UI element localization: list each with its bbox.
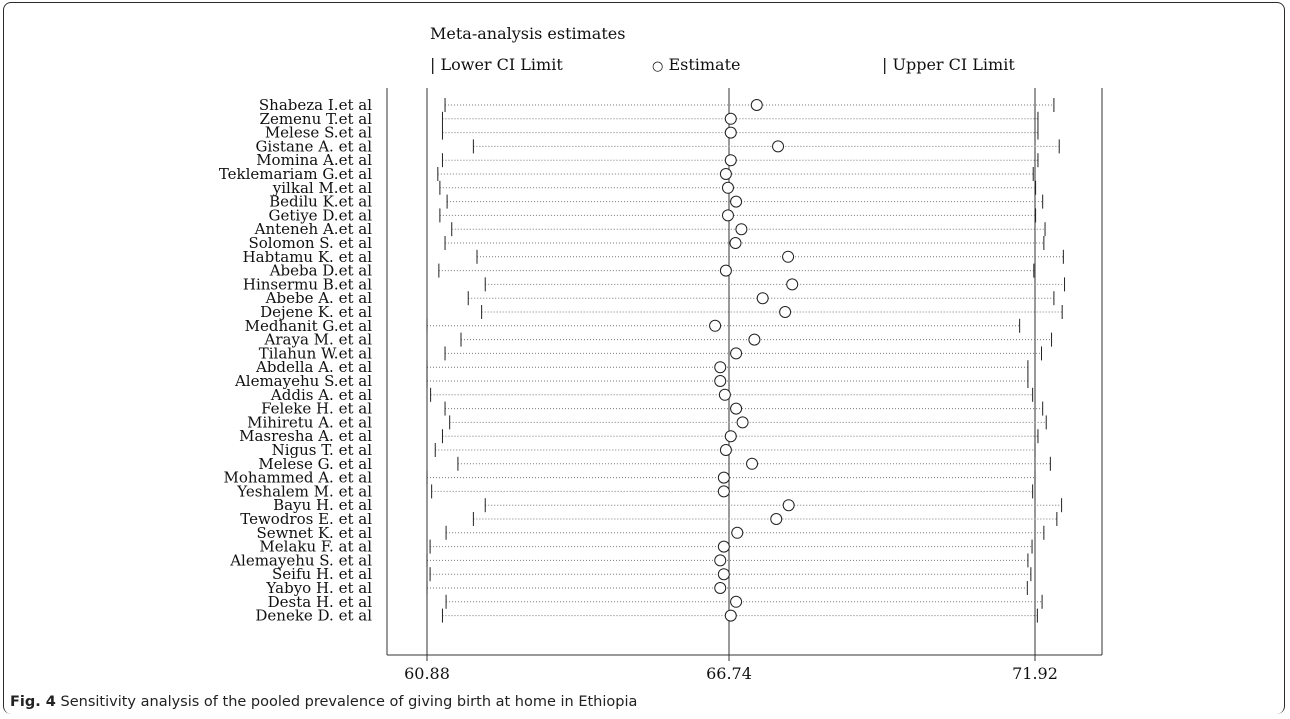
estimate-point bbox=[724, 112, 737, 125]
study-label: Abebe A. et al bbox=[265, 289, 373, 307]
estimate-point bbox=[718, 388, 731, 401]
study-label: Sewnet K. et al bbox=[257, 524, 373, 542]
study-label: Melese S.et al bbox=[265, 124, 372, 142]
estimate-point bbox=[714, 554, 727, 567]
estimate-point bbox=[731, 526, 744, 539]
x-tick-label-0: 60.88 bbox=[404, 664, 450, 683]
estimate-point bbox=[719, 444, 732, 456]
study-label: Melaku F. at al bbox=[259, 538, 372, 556]
study-label: Abeba D.et al bbox=[269, 262, 373, 280]
estimate-point bbox=[786, 278, 799, 291]
legend-lower-ci: | Lower CI Limit bbox=[430, 55, 563, 74]
legend-lower-label: Lower CI Limit bbox=[440, 55, 563, 74]
study-label: Yeshalem M. et al bbox=[236, 482, 372, 500]
x-tick-label-1: 66.74 bbox=[706, 664, 752, 683]
estimate-point bbox=[730, 402, 743, 415]
estimate-point bbox=[748, 333, 761, 346]
estimate-point bbox=[729, 237, 742, 249]
study-label: Yabyo H. et al bbox=[265, 579, 372, 597]
study-label: Alemayehu S. et al bbox=[229, 551, 372, 569]
estimate-point bbox=[746, 457, 759, 470]
study-label: Solomon S. et al bbox=[248, 234, 372, 252]
estimate-point bbox=[724, 126, 737, 139]
estimate-point bbox=[724, 430, 737, 443]
study-label: Abdella A. et al bbox=[255, 358, 372, 376]
study-label: Getiye D.et al bbox=[269, 206, 373, 224]
estimate-point bbox=[717, 540, 730, 553]
study-label: Medhanit G.et al bbox=[245, 317, 373, 335]
study-label: Masresha A. et al bbox=[239, 427, 372, 445]
study-label: Anteneh A.et al bbox=[254, 220, 373, 238]
study-label: Gistane A. et al bbox=[255, 137, 372, 155]
estimate-point bbox=[770, 513, 783, 525]
study-label: Hinsermu B.et al bbox=[243, 275, 372, 293]
study-label: Shabeza I.et al bbox=[259, 96, 372, 114]
estimate-point bbox=[721, 209, 734, 222]
estimate-point bbox=[714, 375, 727, 387]
study-label: Dejene K. et al bbox=[260, 303, 372, 321]
estimate-point bbox=[730, 595, 743, 608]
study-label: Mihiretu A. et al bbox=[247, 413, 372, 431]
study-label: Nigus T. et al bbox=[272, 441, 373, 459]
estimate-point bbox=[730, 195, 743, 208]
legend-upper-label: Upper CI Limit bbox=[892, 55, 1015, 74]
estimate-point bbox=[717, 471, 730, 484]
estimate-point bbox=[779, 306, 792, 318]
estimate-point bbox=[709, 319, 722, 332]
study-label: Momina A.et al bbox=[256, 151, 372, 169]
study-label: Desta H. et al bbox=[268, 593, 373, 611]
study-label: Habtamu K. et al bbox=[243, 248, 373, 266]
estimate-point bbox=[750, 99, 763, 111]
estimate-point bbox=[721, 181, 734, 194]
estimate-point bbox=[717, 485, 730, 498]
lower-ci-tick-icon: | bbox=[430, 55, 436, 74]
legend-upper-ci: | Upper CI Limit bbox=[882, 55, 1015, 74]
study-label: Alemayehu S.et al bbox=[234, 372, 372, 390]
x-tick-label-2: 71.92 bbox=[1012, 664, 1058, 683]
estimate-point bbox=[736, 416, 749, 429]
legend-title: Meta-analysis estimates bbox=[430, 24, 626, 43]
estimate-point bbox=[717, 568, 730, 581]
study-label: Bedilu K.et al bbox=[269, 193, 372, 211]
estimate-point bbox=[772, 140, 785, 153]
study-label: Melese G. et al bbox=[258, 455, 372, 473]
study-label: Feleke H. et al bbox=[261, 400, 372, 418]
estimate-point bbox=[719, 264, 732, 277]
study-label: Araya M. et al bbox=[264, 331, 373, 349]
legend-estimate-label: Estimate bbox=[668, 55, 741, 74]
estimate-circle-icon: ○ bbox=[652, 59, 664, 74]
estimate-point bbox=[724, 609, 737, 622]
study-label: yilkal M.et al bbox=[272, 179, 372, 197]
caption-text: Sensitivity analysis of the pooled preva… bbox=[60, 694, 638, 710]
estimate-point bbox=[735, 223, 748, 236]
study-label: Addis A. et al bbox=[270, 386, 372, 404]
legend-estimate: ○ Estimate bbox=[652, 55, 740, 74]
estimate-point bbox=[719, 168, 732, 180]
study-label: Tilahun W.et al bbox=[259, 344, 372, 362]
estimate-point bbox=[782, 250, 795, 263]
study-label: Deneke D. et al bbox=[255, 607, 372, 625]
figure-frame bbox=[3, 2, 1285, 714]
estimate-point bbox=[756, 292, 769, 305]
upper-ci-tick-icon: | bbox=[882, 55, 888, 74]
estimate-point bbox=[724, 154, 737, 167]
study-label: Bayu H. et al bbox=[273, 496, 372, 514]
caption-label: Fig. 4 bbox=[10, 694, 56, 710]
estimate-point bbox=[782, 499, 795, 512]
study-label: Teklemariam G.et al bbox=[219, 165, 372, 183]
study-label: Seifu H. et al bbox=[272, 565, 372, 583]
estimate-point bbox=[714, 361, 727, 374]
study-label: Mohammed A. et al bbox=[224, 469, 373, 487]
study-label: Tewodros E. et al bbox=[240, 510, 372, 528]
estimate-point bbox=[730, 347, 743, 360]
figure-caption: Fig. 4 Sensitivity analysis of the poole… bbox=[10, 694, 637, 710]
estimate-point bbox=[714, 582, 727, 594]
study-label: Zemenu T.et al bbox=[260, 110, 373, 128]
